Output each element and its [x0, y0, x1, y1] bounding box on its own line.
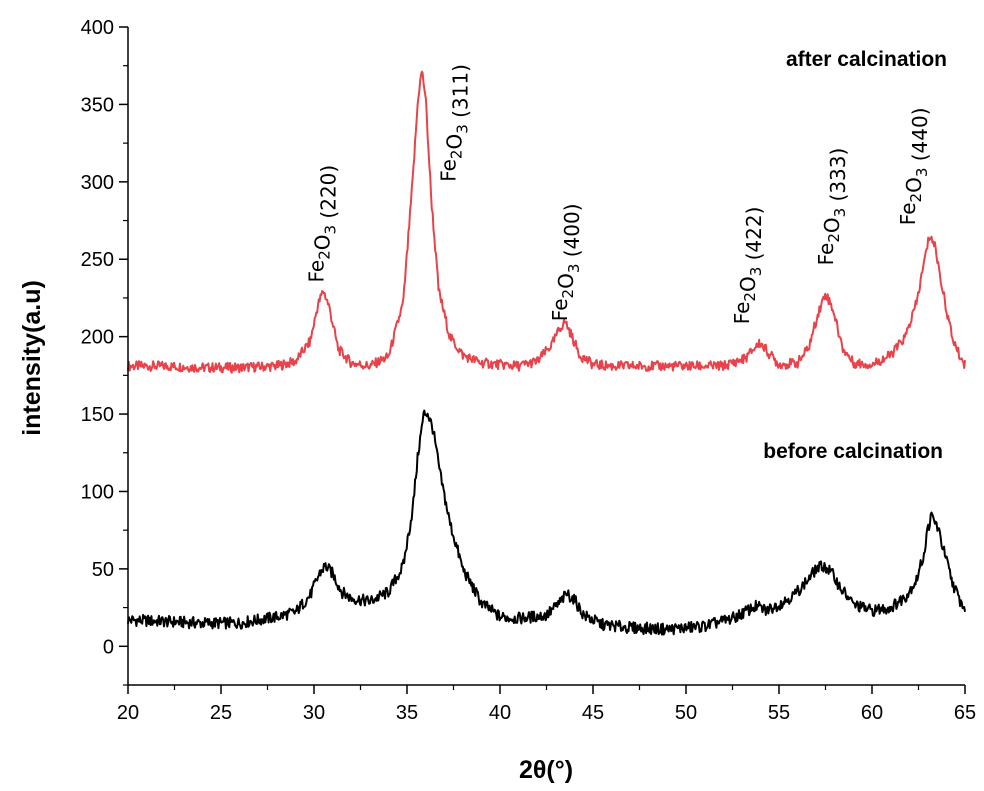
x-tick-label: 50 [675, 702, 697, 724]
x-tick-label: 25 [210, 702, 232, 724]
x-tick-label: 55 [768, 702, 790, 724]
y-tick-label: 350 [81, 94, 114, 116]
y-axis-title: intensity(a.u) [18, 280, 46, 436]
x-tick-label: 65 [954, 702, 976, 724]
x-tick-label: 45 [582, 702, 604, 724]
y-tick-label: 100 [81, 481, 114, 503]
peak-label: Fe2O3 (440) [896, 107, 932, 225]
y-tick-label: 0 [103, 636, 114, 658]
y-tick-label: 200 [81, 327, 114, 349]
y-tick-label: 50 [92, 559, 114, 581]
peak-label: Fe2O3 (220) [304, 165, 340, 283]
x-tick-label: 35 [396, 702, 418, 724]
peak-label: Fe2O3 (311) [436, 64, 472, 182]
x-axis-title: 2θ(°) [519, 756, 573, 784]
peak-label: Fe2O3 (333) [814, 148, 850, 266]
series-label-before: before calcination [763, 440, 943, 463]
series-line-before-calcination [127, 409, 966, 636]
x-tick-label: 40 [489, 702, 511, 724]
x-tick-label: 20 [117, 702, 139, 724]
axis-layer: 20 25 30 35 40 45 50 55 60 65 0 50 100 150 200 250 300 35… [81, 17, 977, 724]
series-label-after: after calcination [786, 48, 947, 71]
series-line-after-calcination [127, 70, 966, 374]
x-tick-label: 30 [303, 702, 325, 724]
annotation-layer: Fe2O3 (220) Fe2O3 (311) Fe2O3 (400) Fe2O3 (… [304, 64, 932, 324]
peak-label: Fe2O3 (400) [548, 203, 584, 321]
x-tick-label: 60 [861, 702, 883, 724]
y-tick-label: 250 [81, 249, 114, 271]
y-tick-label: 300 [81, 172, 114, 194]
series-layer [127, 70, 966, 636]
peak-label: Fe2O3 (422) [730, 207, 766, 325]
y-tick-label: 150 [81, 404, 114, 426]
y-tick-label: 400 [81, 17, 114, 39]
